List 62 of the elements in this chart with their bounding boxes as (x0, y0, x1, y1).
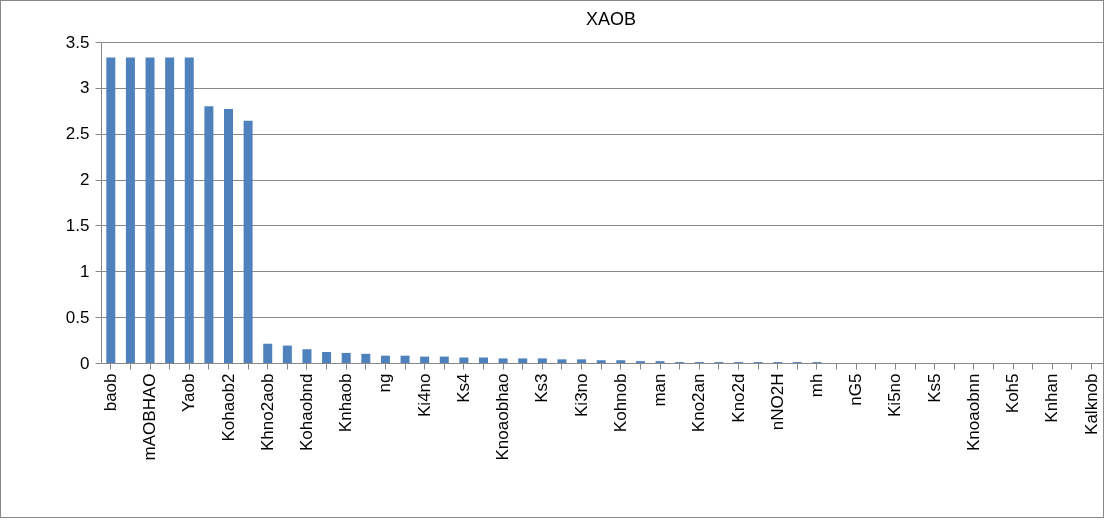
bar (302, 349, 312, 363)
y-tick-label: 2 (80, 170, 90, 190)
x-tick-label: Knoaobhao (493, 373, 513, 461)
x-tick-label: nG5 (846, 373, 866, 406)
x-tick-label: Kohaob2 (218, 373, 238, 442)
x-tick-label: Khno2aob (257, 373, 277, 452)
x-tick-label: Ks3 (532, 373, 552, 403)
bar (537, 358, 547, 363)
x-tick-label: mh (806, 373, 826, 398)
y-tick-label: 3.5 (65, 32, 90, 52)
bar (616, 360, 626, 363)
bar (341, 352, 351, 363)
x-tick-label: Koh5 (1003, 373, 1023, 414)
x-tick-label: Kohaobnd (296, 373, 316, 452)
x-tick-label: baob (100, 373, 120, 412)
chart-title: XAOB (585, 9, 637, 29)
x-tick-label: Yaob (179, 373, 199, 412)
bar (479, 357, 488, 363)
bar (243, 120, 253, 363)
bar (596, 360, 606, 363)
y-tick-label: 2.5 (65, 124, 90, 144)
bar (400, 355, 410, 363)
x-tick-label: Kalknob (1081, 373, 1101, 435)
x-tick-label: Kno2d (728, 373, 748, 423)
bar (106, 57, 116, 363)
bar (263, 343, 273, 363)
bar (165, 57, 175, 363)
bar (459, 357, 469, 363)
bar (184, 57, 194, 363)
bar (498, 358, 508, 363)
bar (322, 351, 332, 363)
bar (380, 355, 390, 363)
bar (282, 345, 292, 363)
x-tick-label: Kno2an (689, 373, 709, 433)
x-tick-label: Ks4 (453, 373, 473, 403)
bar (420, 356, 430, 363)
bar (145, 57, 155, 363)
x-tick-label: Ki5no (885, 373, 905, 417)
bar (439, 356, 449, 363)
y-tick-label: 3 (80, 78, 90, 98)
bar (224, 108, 233, 363)
bar (518, 358, 528, 363)
y-tick-label: 1 (80, 261, 90, 281)
bar (577, 359, 587, 363)
x-tick-label: Knoaobnn (963, 373, 983, 452)
x-tick-label: Knhaob (336, 373, 356, 433)
bar (557, 359, 567, 363)
y-tick-label: 0 (80, 353, 90, 373)
x-tick-label: Knhan (1042, 373, 1062, 423)
bar (361, 353, 371, 363)
x-tick-label: Kohnob (610, 373, 630, 433)
x-tick-label: mAOBHAO (140, 373, 160, 461)
x-tick-label: Ks5 (924, 373, 944, 403)
bar (125, 57, 135, 363)
x-tick-label: man (650, 373, 670, 407)
x-tick-label: nNO2H (767, 373, 787, 431)
bar (204, 106, 214, 363)
x-tick-label: Ki4no (414, 373, 434, 417)
x-tick-label: Ki3no (571, 373, 591, 417)
y-tick-label: 0.5 (65, 307, 90, 327)
y-tick-label: 1.5 (65, 215, 90, 235)
x-tick-label: ng (375, 373, 395, 393)
